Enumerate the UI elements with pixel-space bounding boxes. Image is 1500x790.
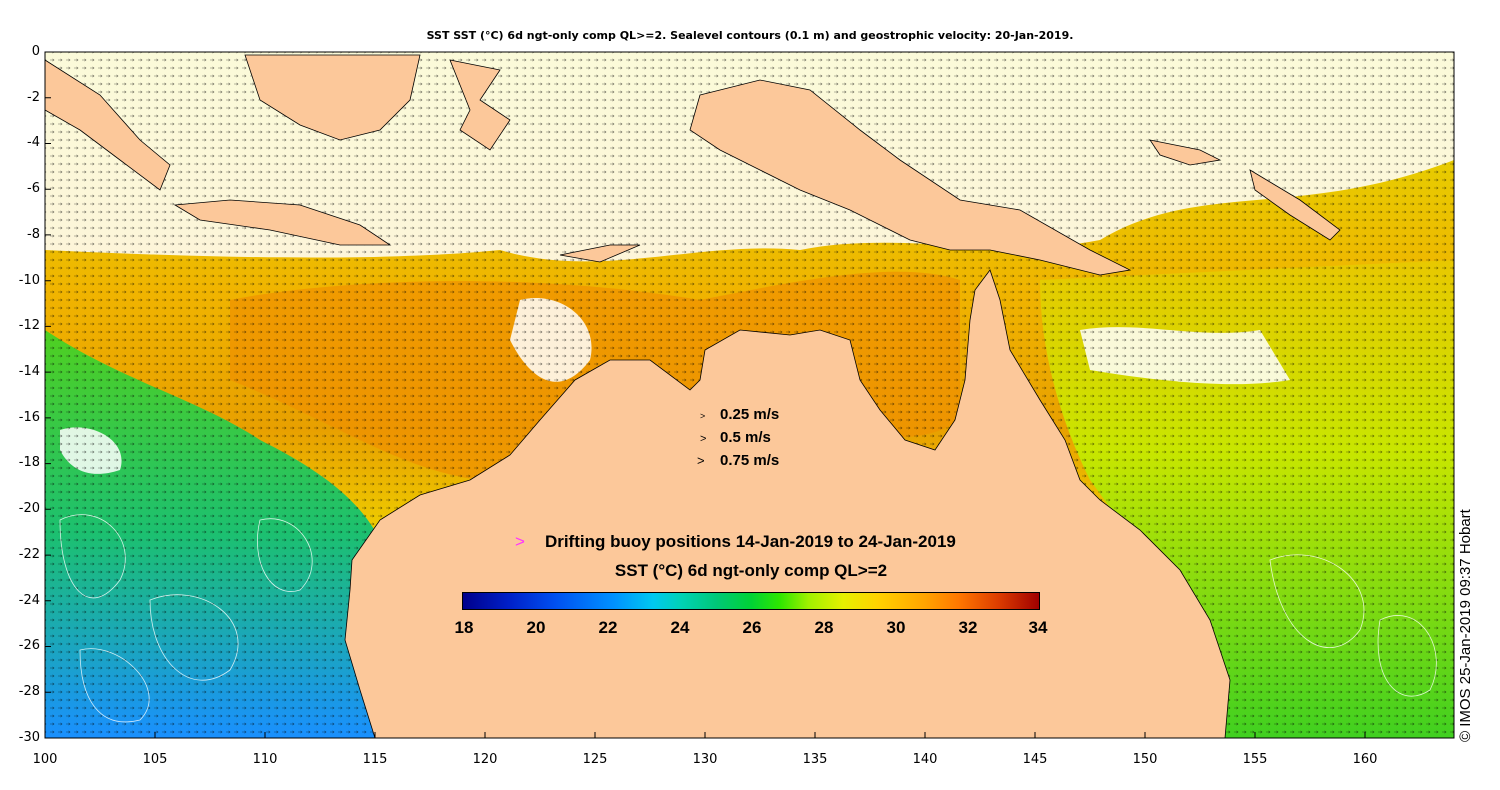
buoy-legend-label: Drifting buoy positions 14-Jan-2019 to 2… (544, 532, 956, 551)
java-landmass (173, 199, 392, 246)
y-tick-label: -14 (18, 364, 40, 379)
sumatra-landmass (44, 59, 171, 191)
velocity-arrow-icon: > (700, 433, 707, 445)
velocity-scale-025: >0.25 m/s (700, 406, 779, 423)
sealevel-contours (59, 514, 1437, 723)
x-tick-label: 115 (362, 752, 388, 767)
x-tick-label: 145 (1022, 752, 1048, 767)
x-tick-label: 105 (142, 752, 168, 767)
x-tick-label: 160 (1352, 752, 1378, 767)
colorbar-tick-label: 30 (886, 618, 906, 637)
y-tick-label: -30 (18, 730, 40, 745)
y-tick-label: -4 (27, 135, 40, 150)
x-tick-label: 100 (32, 752, 58, 767)
colorbar-tick-label: 18 (454, 618, 474, 637)
y-tick-label: -18 (18, 455, 40, 470)
y-tick-label: -2 (27, 90, 40, 105)
velocity-scale-label: 0.75 m/s (720, 452, 780, 469)
x-tick-label: 125 (582, 752, 608, 767)
buoy-marker-icon: > (515, 532, 525, 551)
colorbar-tick-label: 22 (598, 618, 618, 637)
credit-text: © IMOS 25-Jan-2019 09:37 Hobart (1457, 509, 1474, 742)
velocity-scale-label: 0.5 m/s (720, 429, 771, 446)
map-frame (44, 51, 1455, 739)
velocity-scale-05: >0.5 m/s (700, 429, 771, 446)
x-tick-label: 110 (252, 752, 278, 767)
y-tick-label: -8 (27, 227, 40, 242)
sulawesi-landmass (449, 59, 511, 151)
new-guinea-landmass (689, 79, 1132, 276)
y-tick-label: -26 (18, 638, 40, 653)
colorbar-tick-label: 32 (958, 618, 978, 637)
x-tick-label: 130 (692, 752, 718, 767)
borneo-landmass (244, 54, 421, 141)
x-tick-label: 150 (1132, 752, 1158, 767)
y-tick-label: -10 (18, 273, 40, 288)
land (44, 54, 1341, 739)
y-tick-label: -22 (18, 547, 40, 562)
buoy-legend: > Drifting buoy positions 14-Jan-2019 to … (515, 532, 956, 552)
x-tick-label: 120 (472, 752, 498, 767)
colorbar-title: SST (°C) 6d ngt-only comp QL>=2 (614, 561, 888, 580)
velocity-arrow-icon: > (697, 453, 705, 468)
y-tick-label: -28 (18, 684, 40, 699)
x-tick-label: 135 (802, 752, 828, 767)
colorbar-tick-label: 24 (670, 618, 690, 637)
colorbar-tick-label: 20 (526, 618, 546, 637)
timor-landmass (559, 244, 641, 263)
x-tick-label: 140 (912, 752, 938, 767)
y-tick-label: 0 (31, 44, 40, 59)
solomon-islands-landmass (1249, 169, 1341, 241)
new-britain-landmass (1149, 139, 1222, 166)
y-tick-label: -6 (27, 181, 40, 196)
axis-ticks (44, 51, 1366, 739)
velocity-arrow-icon: > (700, 411, 706, 421)
sst-colorbar (462, 592, 1040, 610)
y-tick-label: -24 (18, 593, 40, 608)
velocity-scale-075: >0.75 m/s (697, 452, 779, 469)
colorbar-tick-label: 26 (742, 618, 762, 637)
y-tick-label: -20 (18, 501, 40, 516)
velocity-scale-label: 0.25 m/s (720, 406, 780, 423)
x-tick-label: 155 (1242, 752, 1268, 767)
y-tick-label: -16 (18, 410, 40, 425)
map-title: SST SST (°C) 6d ngt-only comp QL>=2. Sea… (426, 29, 1074, 42)
colorbar-tick-label: 28 (814, 618, 834, 637)
colorbar-tick-label: 34 (1028, 618, 1048, 637)
y-tick-label: -12 (18, 318, 40, 333)
australia-landmass (344, 269, 1231, 739)
